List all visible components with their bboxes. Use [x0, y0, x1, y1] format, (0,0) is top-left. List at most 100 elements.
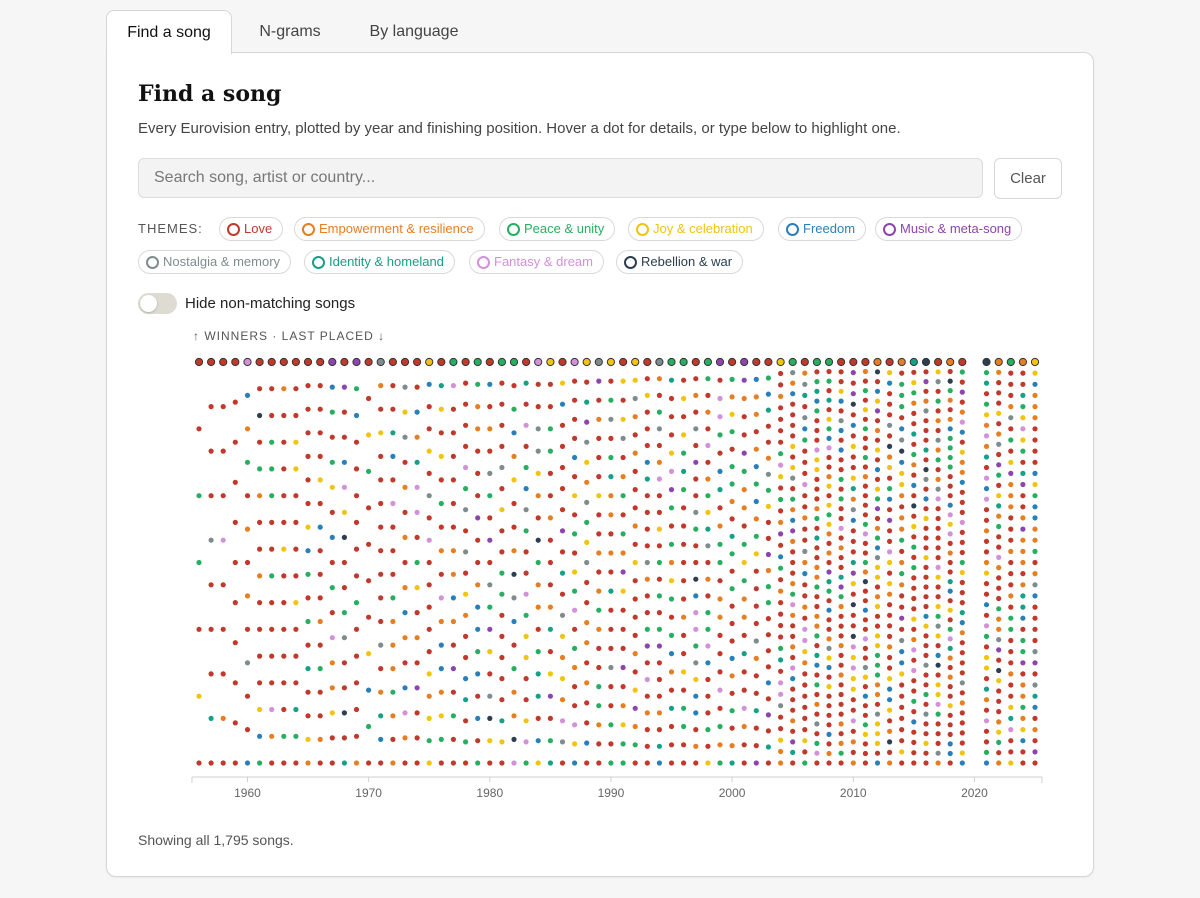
- song-dot[interactable]: [475, 671, 481, 677]
- song-dot[interactable]: [644, 593, 650, 599]
- song-dot[interactable]: [729, 376, 735, 382]
- song-dot[interactable]: [996, 410, 1002, 416]
- song-dot[interactable]: [1008, 626, 1014, 632]
- song-dot[interactable]: [947, 693, 953, 699]
- song-dot[interactable]: [899, 426, 905, 432]
- song-dot[interactable]: [996, 554, 1002, 560]
- song-dot[interactable]: [778, 611, 784, 617]
- song-dot[interactable]: [438, 736, 444, 743]
- song-dot[interactable]: [656, 526, 663, 532]
- song-dot[interactable]: [935, 594, 941, 600]
- song-dot[interactable]: [596, 454, 602, 461]
- song-dot[interactable]: [668, 632, 675, 639]
- song-dot[interactable]: [838, 652, 844, 659]
- song-dot[interactable]: [317, 713, 323, 719]
- song-dot[interactable]: [378, 618, 384, 625]
- song-dot[interactable]: [874, 731, 881, 737]
- song-dot[interactable]: [850, 454, 856, 460]
- song-dot[interactable]: [874, 427, 881, 434]
- song-dot[interactable]: [850, 486, 856, 492]
- song-dot[interactable]: [717, 450, 723, 456]
- song-dot[interactable]: [463, 570, 469, 576]
- song-dot[interactable]: [281, 412, 287, 419]
- song-dot[interactable]: [232, 519, 238, 525]
- song-dot[interactable]: [741, 377, 747, 383]
- song-dot[interactable]: [450, 524, 456, 530]
- song-dot[interactable]: [826, 760, 832, 766]
- song-dot[interactable]: [887, 749, 893, 756]
- song-dot[interactable]: [693, 727, 699, 733]
- song-dot[interactable]: [220, 448, 226, 454]
- song-dot[interactable]: [753, 429, 759, 435]
- winner-dot[interactable]: [619, 357, 628, 367]
- song-dot[interactable]: [899, 526, 905, 532]
- song-dot[interactable]: [559, 591, 566, 597]
- song-dot[interactable]: [329, 559, 335, 566]
- song-dot[interactable]: [1008, 693, 1014, 699]
- song-dot[interactable]: [450, 618, 456, 625]
- song-dot[interactable]: [196, 559, 202, 566]
- song-dot[interactable]: [705, 526, 711, 532]
- song-dot[interactable]: [390, 618, 396, 625]
- song-dot[interactable]: [947, 645, 953, 652]
- song-dot[interactable]: [414, 384, 420, 390]
- song-dot[interactable]: [705, 509, 711, 515]
- song-dot[interactable]: [1020, 537, 1026, 543]
- song-dot[interactable]: [717, 651, 723, 657]
- song-dot[interactable]: [257, 439, 263, 445]
- song-dot[interactable]: [414, 635, 420, 641]
- song-dot[interactable]: [753, 376, 759, 382]
- song-dot[interactable]: [1032, 582, 1038, 588]
- song-dot[interactable]: [244, 693, 251, 699]
- song-dot[interactable]: [959, 539, 965, 545]
- song-dot[interactable]: [850, 697, 856, 703]
- song-dot[interactable]: [741, 742, 747, 748]
- song-dot[interactable]: [923, 506, 929, 512]
- song-dot[interactable]: [414, 434, 420, 440]
- song-dot[interactable]: [874, 467, 881, 473]
- song-dot[interactable]: [208, 671, 214, 677]
- song-dot[interactable]: [814, 506, 820, 512]
- song-dot[interactable]: [862, 617, 869, 623]
- song-dot[interactable]: [753, 551, 759, 557]
- song-dot[interactable]: [353, 653, 360, 659]
- song-dot[interactable]: [656, 693, 663, 699]
- song-dot[interactable]: [232, 559, 238, 566]
- song-dot[interactable]: [874, 643, 881, 649]
- song-dot[interactable]: [729, 638, 735, 644]
- song-dot[interactable]: [850, 559, 856, 566]
- song-dot[interactable]: [959, 559, 965, 566]
- song-dot[interactable]: [911, 472, 917, 478]
- song-dot[interactable]: [257, 573, 263, 579]
- song-dot[interactable]: [608, 493, 614, 499]
- song-dot[interactable]: [584, 399, 590, 405]
- song-dot[interactable]: [911, 482, 917, 488]
- song-dot[interactable]: [838, 545, 844, 551]
- song-dot[interactable]: [341, 384, 347, 390]
- song-dot[interactable]: [656, 442, 663, 449]
- song-dot[interactable]: [959, 479, 965, 485]
- song-dot[interactable]: [487, 671, 493, 677]
- song-dot[interactable]: [681, 523, 687, 529]
- song-dot[interactable]: [668, 559, 675, 566]
- song-dot[interactable]: [959, 419, 965, 425]
- song-dot[interactable]: [899, 604, 905, 610]
- song-dot[interactable]: [293, 706, 299, 713]
- song-dot[interactable]: [559, 528, 566, 534]
- song-dot[interactable]: [414, 585, 420, 591]
- song-dot[interactable]: [790, 507, 796, 513]
- song-dot[interactable]: [632, 687, 638, 693]
- song-dot[interactable]: [935, 506, 941, 512]
- song-dot[interactable]: [947, 636, 953, 642]
- song-dot[interactable]: [353, 439, 360, 445]
- song-dot[interactable]: [632, 432, 638, 438]
- song-dot[interactable]: [899, 515, 905, 521]
- song-dot[interactable]: [850, 517, 856, 523]
- song-dot[interactable]: [281, 626, 287, 632]
- song-dot[interactable]: [814, 750, 820, 756]
- song-dot[interactable]: [572, 474, 578, 480]
- song-dot[interactable]: [1008, 504, 1014, 510]
- song-dot[interactable]: [596, 531, 602, 537]
- song-dot[interactable]: [802, 571, 808, 577]
- song-dot[interactable]: [911, 698, 917, 704]
